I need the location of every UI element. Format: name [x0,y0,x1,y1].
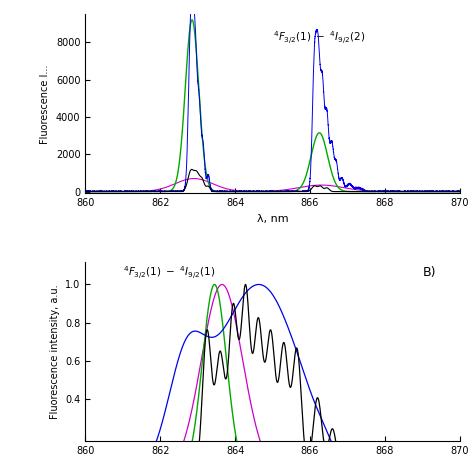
Y-axis label: Fluorescence I...: Fluorescence I... [40,64,50,144]
Text: $^4F_{3/2}(1)\ -\ ^4I_{9/2}(2)$: $^4F_{3/2}(1)\ -\ ^4I_{9/2}(2)$ [273,29,365,46]
X-axis label: λ, nm: λ, nm [257,214,288,224]
Text: $^4F_{3/2}(1)\ -\ ^4I_{9/2}(1)$: $^4F_{3/2}(1)\ -\ ^4I_{9/2}(1)$ [123,264,215,281]
Y-axis label: Fluorescence intensity, a.u.: Fluorescence intensity, a.u. [50,284,60,419]
Text: B): B) [422,266,436,279]
